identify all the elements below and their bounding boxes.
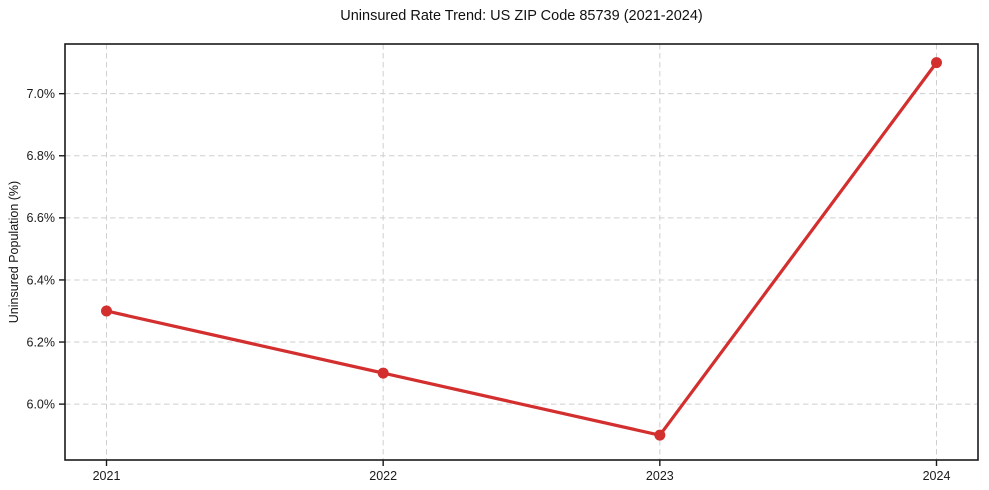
x-tick-label: 2024 (923, 469, 951, 483)
plot-border (64, 43, 979, 461)
y-tick-label: 6.0% (27, 397, 56, 411)
y-tick-label: 7.0% (27, 87, 56, 101)
y-tick-label: 6.8% (27, 149, 56, 163)
y-tick-label: 6.4% (27, 273, 56, 287)
chart-title: Uninsured Rate Trend: US ZIP Code 85739 … (340, 8, 703, 24)
x-tick-label: 2021 (93, 469, 121, 483)
trend-line (104, 61, 939, 437)
data-point-2022 (377, 367, 389, 379)
data-point-2021 (101, 305, 112, 317)
data-point-2023 (654, 429, 666, 441)
y-tick-label: 6.2% (27, 335, 56, 349)
y-tick-label: 6.6% (27, 211, 56, 225)
data-point-2024 (931, 57, 942, 69)
x-tick-label: 2022 (369, 469, 397, 483)
x-tick-label: 2023 (646, 469, 674, 483)
